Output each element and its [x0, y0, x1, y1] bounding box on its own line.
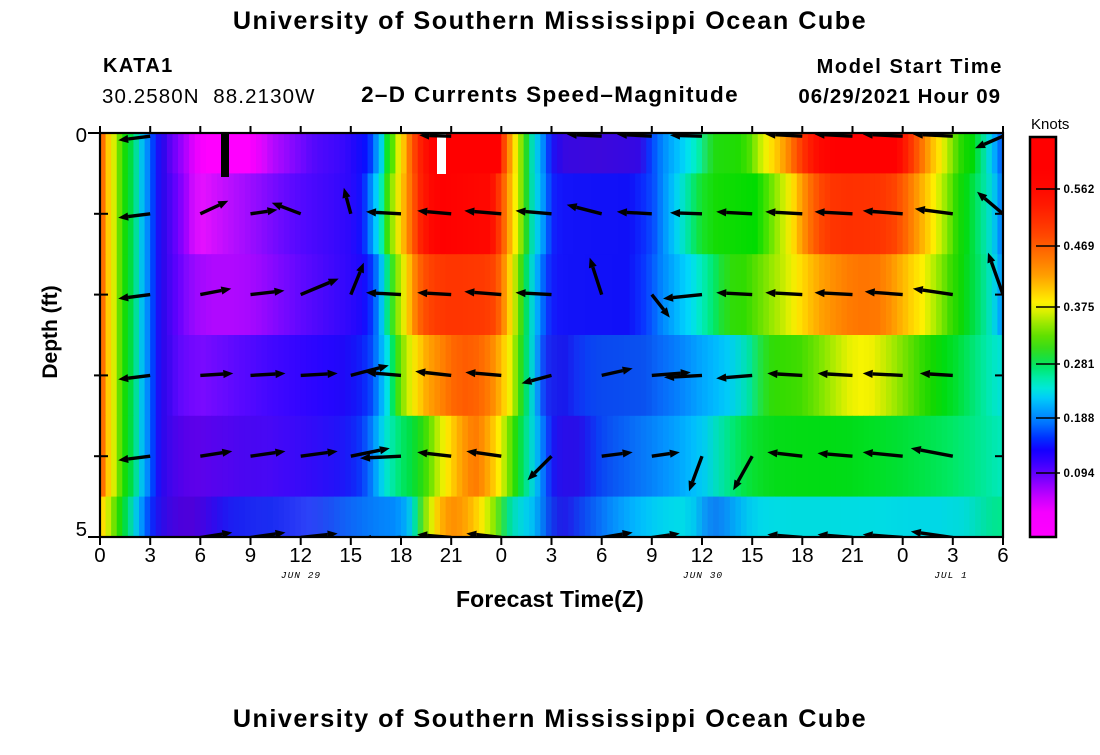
svg-text:6: 6: [195, 544, 206, 567]
svg-text:JUL 1: JUL 1: [934, 570, 968, 581]
svg-text:0.188: 0.188: [1064, 413, 1095, 425]
svg-text:06/29/2021 Hour 09: 06/29/2021 Hour 09: [798, 85, 1001, 108]
svg-text:9: 9: [646, 544, 657, 567]
svg-text:JUN 30: JUN 30: [683, 570, 723, 581]
svg-text:18: 18: [791, 544, 814, 567]
svg-text:5: 5: [76, 518, 87, 541]
svg-text:3: 3: [947, 544, 958, 567]
svg-text:0: 0: [496, 544, 507, 567]
svg-text:3: 3: [144, 544, 155, 567]
svg-text:0.375: 0.375: [1064, 302, 1095, 314]
svg-text:6: 6: [596, 544, 607, 567]
svg-text:0: 0: [897, 544, 908, 567]
svg-text:0.281: 0.281: [1064, 359, 1095, 371]
svg-text:15: 15: [741, 544, 764, 567]
svg-text:21: 21: [841, 544, 864, 567]
svg-text:0.469: 0.469: [1064, 241, 1095, 253]
svg-text:0: 0: [76, 124, 87, 147]
svg-text:KATA1: KATA1: [103, 55, 174, 77]
svg-text:3: 3: [546, 544, 557, 567]
svg-text:12: 12: [289, 544, 312, 567]
svg-text:15: 15: [339, 544, 362, 567]
svg-text:21: 21: [440, 544, 463, 567]
svg-text:0.562: 0.562: [1064, 184, 1095, 196]
svg-text:Knots: Knots: [1031, 116, 1069, 133]
svg-text:30.2580N 88.2130W: 30.2580N 88.2130W: [102, 85, 316, 108]
svg-text:9: 9: [245, 544, 256, 567]
svg-text:2–D Currents Speed–Magnitude: 2–D Currents Speed–Magnitude: [361, 82, 739, 107]
svg-text:University of Southern Mississ: University of Southern Mississippi Ocean…: [233, 7, 867, 35]
svg-text:University of Southern Mississ: University of Southern Mississippi Ocean…: [233, 705, 867, 733]
svg-text:12: 12: [691, 544, 714, 567]
svg-text:0: 0: [94, 544, 105, 567]
svg-text:6: 6: [997, 544, 1008, 567]
svg-text:18: 18: [390, 544, 413, 567]
svg-text:Model Start Time: Model Start Time: [817, 56, 1003, 78]
svg-text:JUN 29: JUN 29: [281, 570, 321, 581]
svg-text:Depth (ft): Depth (ft): [39, 285, 62, 378]
svg-text:0.094: 0.094: [1064, 468, 1095, 480]
svg-text:Forecast Time(Z): Forecast Time(Z): [456, 586, 644, 612]
